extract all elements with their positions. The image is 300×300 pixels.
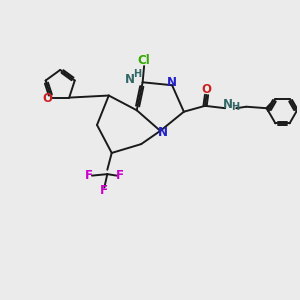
Text: O: O [43,92,53,105]
Text: N: N [124,73,134,86]
Text: F: F [116,169,124,182]
Text: N: N [158,126,168,139]
Text: N: N [223,98,233,111]
Text: O: O [202,83,212,96]
Text: H: H [231,102,239,112]
Text: F: F [85,169,93,182]
Text: H: H [134,69,142,79]
Text: Cl: Cl [138,54,151,67]
Text: N: N [167,76,177,89]
Text: F: F [100,184,108,197]
